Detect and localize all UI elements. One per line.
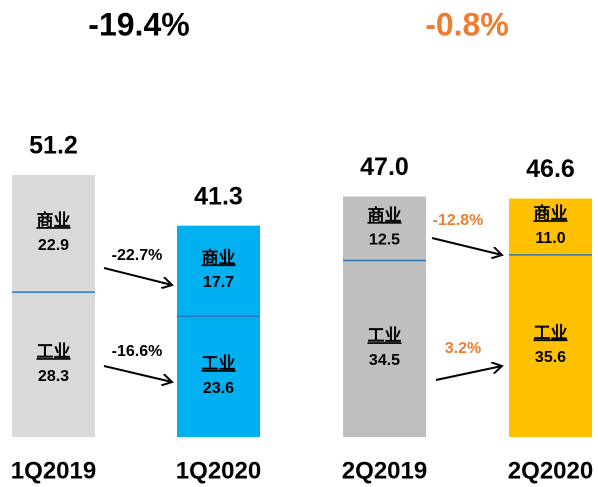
segment-name: 商业 [37,210,71,230]
segment-value: 28.3 [38,368,69,385]
segment-value: 17.7 [203,274,234,291]
annotation: -12.8% [433,212,484,229]
segment-value: 35.6 [535,349,566,366]
bar-segment [343,196,426,261]
annotation: -19.4% [88,6,189,42]
bar-segment [343,260,426,437]
segment-value: 22.9 [38,237,69,254]
segment-name: 工业 [534,323,568,342]
bar-segment [509,254,592,437]
segment-name: 工业 [368,326,402,345]
arrow [103,365,172,382]
segment-name: 工业 [202,354,236,373]
bar-segment [12,175,95,293]
segment-value: 34.5 [369,352,400,369]
arrow [431,237,502,255]
annotation: -0.8% [425,6,509,42]
category-label: 2Q2019 [342,457,427,484]
total-label: 47.0 [360,153,409,181]
segment-value: 12.5 [369,232,400,249]
bar-segment [509,198,592,255]
annotation: -22.7% [112,247,163,264]
segment-value: 11.0 [535,230,565,247]
annotation: -16.6% [112,343,163,360]
total-label: 51.2 [29,132,78,160]
category-label: 2Q2020 [508,457,593,484]
total-label: 41.3 [194,182,243,210]
segment-name: 商业 [202,247,236,267]
arrow [435,366,502,381]
category-label: 1Q2020 [176,457,261,484]
segment-name: 工业 [37,342,71,361]
annotation: 3.2% [445,340,481,357]
segment-name: 商业 [534,203,568,223]
arrows [103,237,502,382]
total-label: 46.6 [526,155,575,183]
bar-segment [12,292,95,437]
bar-segment [177,316,260,437]
segment-value: 23.6 [203,380,234,397]
category-label: 1Q2019 [11,457,96,484]
bar-segment [177,225,260,317]
segment-name: 商业 [368,205,402,225]
arrow [103,267,172,285]
